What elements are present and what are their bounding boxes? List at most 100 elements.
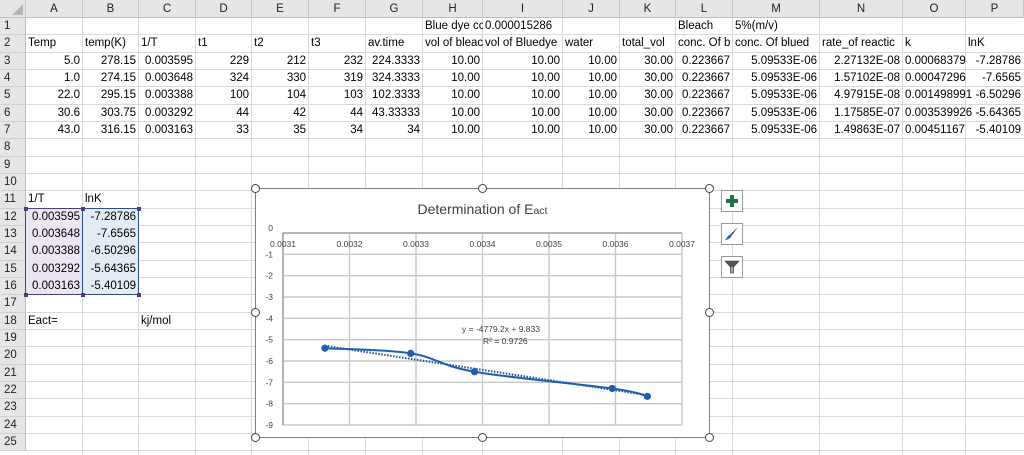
cell-g5[interactable]: 102.3333 xyxy=(372,89,420,102)
column-header-k[interactable]: K xyxy=(620,0,676,18)
cell-e4[interactable]: 330 xyxy=(286,71,306,84)
resize-handle-bottom[interactable] xyxy=(478,433,487,442)
resize-handle-bottom-left[interactable] xyxy=(251,433,260,442)
cell-b5[interactable]: 295.15 xyxy=(100,89,136,102)
cell-p3[interactable]: -7.28786 xyxy=(975,54,1021,67)
cell-p7[interactable]: -5.40109 xyxy=(975,123,1021,136)
row-header-6[interactable]: 6 xyxy=(0,104,26,122)
cell-p4[interactable]: -7.6565 xyxy=(981,71,1021,84)
cell-o4[interactable]: 0.00047296 xyxy=(905,71,966,84)
cell-l6[interactable]: 0.223667 xyxy=(682,106,730,119)
chart-filters-button[interactable] xyxy=(721,256,743,278)
cell-k2[interactable]: total_vol xyxy=(620,35,675,52)
trendline-equation[interactable]: y = -4779.2x + 9.833 xyxy=(462,324,540,334)
cell-l7[interactable]: 0.223667 xyxy=(682,123,730,136)
cell-c6[interactable]: 0.003292 xyxy=(145,106,193,119)
column-header-a[interactable]: A xyxy=(26,0,83,18)
row-header-8[interactable]: 8 xyxy=(0,139,26,157)
cell-d5[interactable]: 100 xyxy=(229,89,249,102)
column-header-g[interactable]: G xyxy=(366,0,423,18)
cell-a3[interactable]: 5.0 xyxy=(64,54,80,67)
cell-m2[interactable]: conc. Of blued xyxy=(733,35,819,52)
cell-k3[interactable]: 30.00 xyxy=(644,54,673,67)
row-header-20[interactable]: 20 xyxy=(0,347,26,365)
cell-b15[interactable]: -5.64365 xyxy=(90,262,136,275)
row-header-10[interactable]: 10 xyxy=(0,173,26,192)
cell-k4[interactable]: 30.00 xyxy=(644,71,673,84)
cell-i3[interactable]: 10.00 xyxy=(531,54,560,67)
row-header-18[interactable]: 18 xyxy=(0,312,26,330)
cell-a2[interactable]: Temp xyxy=(26,35,82,52)
range-resize-handle[interactable] xyxy=(81,206,85,211)
chart-elements-button[interactable] xyxy=(721,190,743,212)
cell-f7[interactable]: 34 xyxy=(350,123,363,136)
column-header-l[interactable]: L xyxy=(676,0,733,18)
select-all-corner[interactable] xyxy=(0,0,26,18)
cell-d2[interactable]: t1 xyxy=(196,35,251,52)
cell-b7[interactable]: 316.15 xyxy=(100,123,136,136)
cell-g6[interactable]: 43.33333 xyxy=(372,106,420,119)
row-header-3[interactable]: 3 xyxy=(0,52,26,70)
range-highlight-y[interactable] xyxy=(82,207,139,296)
cell-g7[interactable]: 34 xyxy=(407,123,420,136)
column-header-j[interactable]: J xyxy=(563,0,620,18)
range-resize-handle[interactable] xyxy=(24,293,28,298)
chart-title[interactable]: Determination of Eact xyxy=(417,201,548,217)
cell-c2[interactable]: 1/T xyxy=(139,35,195,52)
range-resize-handle[interactable] xyxy=(137,293,141,298)
cell-k6[interactable]: 30.00 xyxy=(644,106,673,119)
cell-n5[interactable]: 4.97915E-08 xyxy=(834,89,900,102)
row-header-4[interactable]: 4 xyxy=(0,69,26,88)
cell-j3[interactable]: 10.00 xyxy=(588,54,617,67)
cell-e5[interactable]: 104 xyxy=(286,89,306,102)
column-header-n[interactable]: N xyxy=(820,0,903,18)
cell-a11[interactable]: 1/T xyxy=(28,193,45,206)
cell-j2[interactable]: water xyxy=(563,35,619,52)
column-header-c[interactable]: C xyxy=(139,0,196,18)
cell-j7[interactable]: 10.00 xyxy=(588,123,617,136)
column-header-p[interactable]: P xyxy=(966,0,1024,18)
cell-p5[interactable]: -6.50296 xyxy=(975,89,1021,102)
row-header-23[interactable]: 23 xyxy=(0,399,26,417)
cell-b16[interactable]: -5.40109 xyxy=(90,279,136,292)
cell-a6[interactable]: 30.6 xyxy=(57,106,80,119)
cell-p2[interactable]: lnK xyxy=(966,35,1023,52)
resize-handle-top-right[interactable] xyxy=(705,184,714,193)
range-resize-handle[interactable] xyxy=(81,293,85,298)
cell-b4[interactable]: 274.15 xyxy=(100,71,136,84)
cell-k5[interactable]: 30.00 xyxy=(644,89,673,102)
row-header-16[interactable]: 16 xyxy=(0,277,26,296)
cell-e7[interactable]: 35 xyxy=(293,123,306,136)
resize-handle-top-left[interactable] xyxy=(251,184,260,193)
cell-d6[interactable]: 44 xyxy=(236,106,249,119)
cell-c7[interactable]: 0.003163 xyxy=(145,123,193,136)
cell-b2[interactable]: temp(K) xyxy=(83,35,138,52)
row-header-14[interactable]: 14 xyxy=(0,243,26,261)
cell-h5[interactable]: 10.00 xyxy=(451,89,480,102)
cell-h3[interactable]: 10.00 xyxy=(451,54,480,67)
cell-j6[interactable]: 10.00 xyxy=(588,106,617,119)
cell-i6[interactable]: 10.00 xyxy=(531,106,560,119)
cell-n7[interactable]: 1.49863E-07 xyxy=(834,123,900,136)
cell-c5[interactable]: 0.003388 xyxy=(145,89,193,102)
cell-a4[interactable]: 1.0 xyxy=(64,71,80,84)
column-header-f[interactable]: F xyxy=(309,0,366,18)
row-header-13[interactable]: 13 xyxy=(0,225,26,244)
row-header-24[interactable]: 24 xyxy=(0,416,26,434)
row-header-9[interactable]: 9 xyxy=(0,156,26,174)
cell-a14[interactable]: 0.003388 xyxy=(32,245,80,258)
resize-handle-left[interactable] xyxy=(251,308,260,317)
cell-m7[interactable]: 5.09533E-06 xyxy=(751,123,817,136)
cell-m3[interactable]: 5.09533E-06 xyxy=(751,54,817,67)
cell-g2[interactable]: av.time xyxy=(366,35,422,52)
cell-e3[interactable]: 212 xyxy=(286,54,306,67)
cell-c18[interactable]: kj/mol xyxy=(141,314,172,327)
cell-i5[interactable]: 10.00 xyxy=(531,89,560,102)
cell-b12[interactable]: -7.28786 xyxy=(90,210,136,223)
cell-a15[interactable]: 0.003292 xyxy=(32,262,80,275)
cell-l1[interactable]: Bleach xyxy=(678,20,714,32)
cell-m5[interactable]: 5.09533E-06 xyxy=(751,89,817,102)
cell-a12[interactable]: 0.003595 xyxy=(32,210,80,223)
column-header-i[interactable]: I xyxy=(483,0,563,18)
cell-l5[interactable]: 0.223667 xyxy=(682,89,730,102)
